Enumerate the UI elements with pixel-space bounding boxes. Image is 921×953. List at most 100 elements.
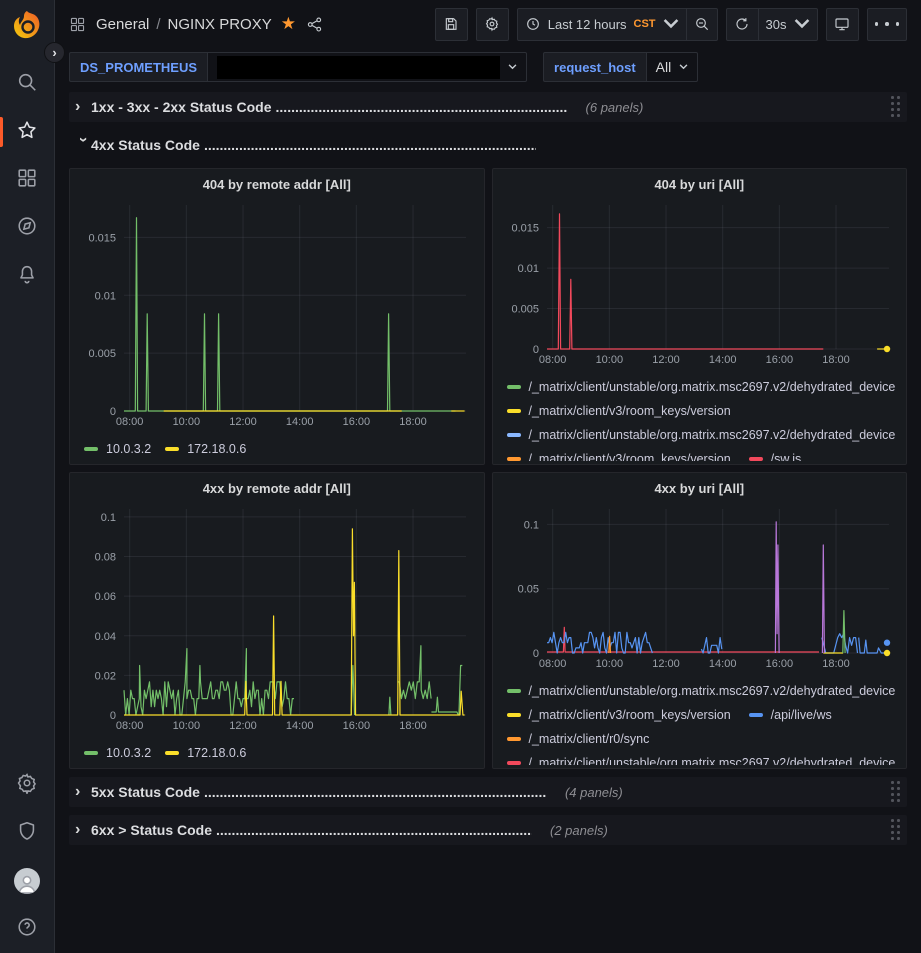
legend-label: /_matrix/client/v3/room_keys/version xyxy=(528,452,731,461)
legend-item[interactable]: /sw.js xyxy=(748,447,802,461)
request-host-value: All xyxy=(655,59,672,75)
save-dashboard-button[interactable] xyxy=(436,9,467,40)
tv-mode-button[interactable] xyxy=(827,9,858,40)
x-axis-tick-label: 12:00 xyxy=(229,720,257,732)
y-axis-tick-label: 0.015 xyxy=(88,232,116,244)
row-header-1xx[interactable]: › 1xx - 3xx - 2xx Status Code ..........… xyxy=(69,92,907,122)
legend-item[interactable]: /_matrix/client/v3/room_keys/version xyxy=(506,399,731,423)
main-area: General / NGINX PROXY ★ Last 12 hours CS… xyxy=(55,0,921,845)
sidebar-item-server-admin[interactable] xyxy=(0,809,55,857)
datasource-variable-label[interactable]: DS_PROMETHEUS xyxy=(69,52,208,82)
panel-404-by-remote-addr: 404 by remote addr [All] 0 0.005 0.01 0.015… xyxy=(69,168,485,465)
timeseries-chart[interactable]: 0 0.005 0.01 0.015 08:00 10:00 12:00 14:00 16:00… xyxy=(501,198,899,373)
request-host-variable-dropdown[interactable]: All xyxy=(645,52,699,82)
legend-item[interactable]: /_matrix/client/v3/room_keys/version xyxy=(506,447,731,461)
help-icon xyxy=(16,916,38,943)
x-axis-tick-label: 08:00 xyxy=(538,658,566,670)
row-chevron-icon[interactable]: › xyxy=(75,783,81,800)
x-axis-tick-label: 16:00 xyxy=(343,720,371,732)
legend-swatch-icon xyxy=(165,447,180,451)
header-toolbar: Last 12 hours CST 30s xyxy=(434,7,907,41)
legend-item[interactable]: /_matrix/client/v3/room_keys/version xyxy=(506,703,731,727)
sidebar-item-search[interactable] xyxy=(0,60,55,108)
sidebar-item-explore[interactable] xyxy=(0,204,55,252)
legend-item[interactable]: 172.18.0.6 xyxy=(165,437,246,461)
sidebar-item-profile[interactable] xyxy=(0,857,55,905)
row-leader-dots: ........................................… xyxy=(275,99,568,115)
row-leader-dots: ........................................… xyxy=(203,784,547,800)
grafana-logo[interactable] xyxy=(10,8,44,42)
dashboard-settings-button[interactable] xyxy=(477,9,508,40)
share-icon[interactable] xyxy=(306,16,323,33)
x-axis-tick-label: 12:00 xyxy=(652,354,680,366)
row-chevron-icon[interactable]: › xyxy=(75,821,81,838)
timeseries-chart[interactable]: 0 0.005 0.01 0.015 08:00 10:00 12:00 14:00 16:00… xyxy=(78,198,476,435)
x-axis-tick-label: 12:00 xyxy=(652,658,680,670)
row-title-5xx: 5xx Status Code xyxy=(91,784,200,800)
x-axis-tick-label: 16:00 xyxy=(765,658,793,670)
chart-svg[interactable]: 0 0.005 0.01 0.015 08:00 10:00 12:00 14:00 16:00… xyxy=(501,198,899,368)
chart-svg[interactable]: 0 0.02 0.04 0.06 0.08 0.1 08:00 10:00 12:00 14:00… xyxy=(78,502,476,734)
sidebar-expand-button[interactable]: › xyxy=(44,42,65,63)
apps-grid-icon[interactable] xyxy=(69,16,86,33)
row-drag-handle[interactable] xyxy=(891,96,901,118)
zoom-out-button[interactable] xyxy=(685,8,717,40)
more-options-kebab-menu[interactable] xyxy=(868,9,907,40)
legend-item[interactable]: /api/live/ws xyxy=(748,703,832,727)
legend-label: /sw.js xyxy=(770,452,802,461)
panel-title[interactable]: 4xx by uri [All] xyxy=(654,481,745,496)
time-range-picker[interactable]: Last 12 hours CST xyxy=(518,9,686,40)
request-host-variable-label[interactable]: request_host xyxy=(543,52,646,82)
series-line xyxy=(458,664,463,716)
variables-row: DS_PROMETHEUS request_host All xyxy=(55,48,921,92)
x-axis-tick-label: 08:00 xyxy=(116,720,144,732)
legend-swatch-icon xyxy=(84,447,98,451)
legend-item[interactable]: /_matrix/client/unstable/org.matrix.msc2… xyxy=(506,751,895,765)
favorite-star-icon[interactable]: ★ xyxy=(280,14,296,33)
legend-item[interactable]: 10.0.3.2 xyxy=(84,741,151,765)
refresh-button[interactable] xyxy=(727,9,758,40)
breadcrumb-folder[interactable]: General xyxy=(96,15,150,33)
sidebar xyxy=(0,0,55,953)
x-axis-tick-label: 14:00 xyxy=(286,720,314,732)
row-header-6xx[interactable]: › 6xx > Status Code ....................… xyxy=(69,815,907,845)
legend-item[interactable]: 10.0.3.2 xyxy=(84,437,151,461)
panel-title[interactable]: 4xx by remote addr [All] xyxy=(202,481,351,496)
legend-item[interactable]: /_matrix/client/r0/sync xyxy=(506,727,649,751)
datasource-variable-dropdown[interactable] xyxy=(207,52,528,82)
timeseries-chart[interactable]: 0 0.02 0.04 0.06 0.08 0.1 08:00 10:00 12:00 14:00… xyxy=(78,502,476,739)
y-axis-tick-label: 0.005 xyxy=(88,348,116,360)
sidebar-item-configuration[interactable] xyxy=(0,761,55,809)
sidebar-item-starred[interactable] xyxy=(0,108,55,156)
refresh-interval-dropdown[interactable]: 30s xyxy=(757,8,817,40)
legend-swatch-icon xyxy=(506,761,521,765)
row-chevron-icon[interactable]: › xyxy=(75,137,92,143)
sidebar-item-dashboards[interactable] xyxy=(0,156,55,204)
sidebar-item-help[interactable] xyxy=(0,905,55,953)
row-drag-handle[interactable] xyxy=(891,781,901,803)
series-end-dot xyxy=(883,345,890,353)
row-drag-handle[interactable] xyxy=(891,819,901,841)
breadcrumb-dashboard-title[interactable]: NGINX PROXY xyxy=(167,15,272,33)
zoom-out-icon xyxy=(695,18,708,31)
row-title-1xx: 1xx - 3xx - 2xx Status Code xyxy=(91,99,272,115)
row-header-4xx[interactable]: › 4xx Status Code ......................… xyxy=(69,130,907,160)
chart-svg[interactable]: 0 0.005 0.01 0.015 08:00 10:00 12:00 14:00 16:00… xyxy=(78,198,476,430)
timeseries-chart[interactable]: 0 0.05 0.1 08:00 10:00 12:00 14:00 16:00 18:00 xyxy=(501,502,899,677)
monitor-icon xyxy=(835,18,849,31)
x-axis-tick-label: 14:00 xyxy=(708,354,736,366)
panel-title[interactable]: 404 by uri [All] xyxy=(654,177,745,192)
legend-item[interactable]: /_matrix/client/unstable/org.matrix.msc2… xyxy=(506,423,895,447)
legend-swatch-icon xyxy=(506,737,521,741)
legend-item[interactable]: /_matrix/client/unstable/org.matrix.msc2… xyxy=(506,679,895,703)
sidebar-item-alerting[interactable] xyxy=(0,252,55,300)
legend-item[interactable]: 172.18.0.6 xyxy=(165,741,246,765)
row-chevron-icon[interactable]: › xyxy=(75,98,81,115)
legend-swatch-icon xyxy=(748,457,763,461)
legend-item[interactable]: /_matrix/client/unstable/org.matrix.msc2… xyxy=(506,375,895,399)
row-header-5xx[interactable]: › 5xx Status Code ......................… xyxy=(69,777,907,807)
series-line xyxy=(397,645,432,700)
panel-title[interactable]: 404 by remote addr [All] xyxy=(202,177,351,192)
chart-svg[interactable]: 0 0.05 0.1 08:00 10:00 12:00 14:00 16:00 18:00 xyxy=(501,502,899,672)
x-axis-tick-label: 08:00 xyxy=(116,416,144,428)
